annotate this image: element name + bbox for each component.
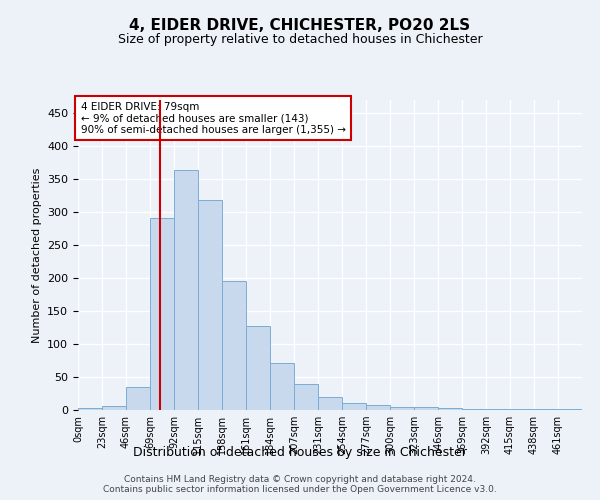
Bar: [126, 387, 150, 410]
Bar: [198, 200, 222, 410]
Bar: [438, 408, 462, 410]
Y-axis label: Number of detached properties: Number of detached properties: [32, 168, 41, 342]
Bar: [414, 406, 438, 410]
Text: Size of property relative to detached houses in Chichester: Size of property relative to detached ho…: [118, 32, 482, 46]
Text: 4 EIDER DRIVE: 79sqm
← 9% of detached houses are smaller (143)
90% of semi-detac: 4 EIDER DRIVE: 79sqm ← 9% of detached ho…: [80, 102, 346, 134]
Text: Contains HM Land Registry data © Crown copyright and database right 2024.
Contai: Contains HM Land Registry data © Crown c…: [103, 474, 497, 494]
Bar: [78, 408, 102, 410]
Bar: [246, 326, 270, 410]
Text: 4, EIDER DRIVE, CHICHESTER, PO20 2LS: 4, EIDER DRIVE, CHICHESTER, PO20 2LS: [130, 18, 470, 32]
Bar: [294, 384, 318, 410]
Bar: [342, 402, 366, 410]
Bar: [150, 218, 174, 410]
Bar: [390, 406, 414, 410]
Bar: [462, 408, 486, 410]
Bar: [366, 406, 390, 410]
Text: Distribution of detached houses by size in Chichester: Distribution of detached houses by size …: [133, 446, 467, 459]
Bar: [222, 280, 246, 410]
Bar: [318, 397, 342, 410]
Bar: [270, 363, 294, 410]
Bar: [102, 406, 126, 410]
Bar: [174, 170, 198, 410]
